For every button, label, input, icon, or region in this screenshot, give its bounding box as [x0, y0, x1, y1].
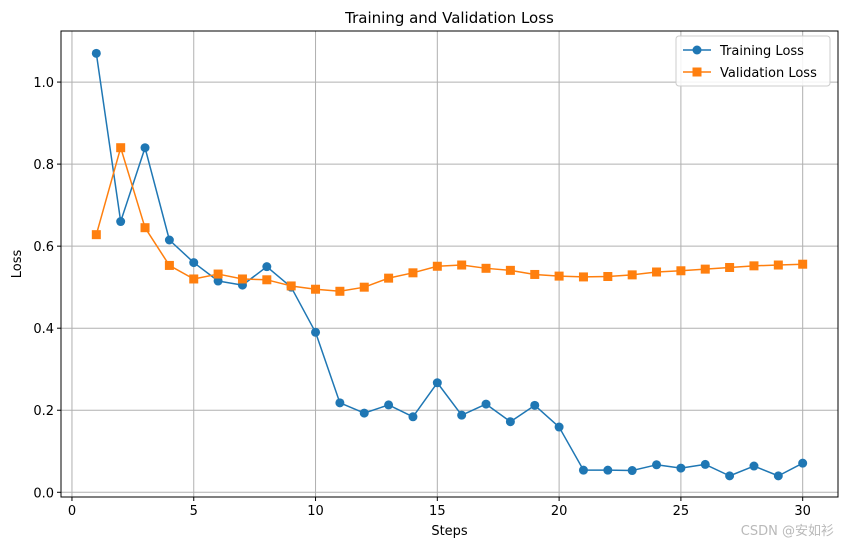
- validation-loss-point: [627, 270, 637, 280]
- legend-marker-square: [692, 67, 702, 77]
- validation-loss-point: [481, 263, 491, 273]
- training-loss-point: [627, 466, 637, 476]
- legend: Training Loss Validation Loss: [675, 35, 831, 87]
- training-loss-point: [140, 143, 150, 153]
- x-tick-label: 30: [794, 504, 811, 519]
- x-tick-label: 10: [307, 504, 324, 519]
- training-loss-point: [213, 276, 223, 286]
- training-loss-point: [335, 398, 345, 408]
- validation-loss-point: [262, 275, 272, 285]
- legend-marker-circle: [692, 45, 702, 55]
- training-loss-point: [578, 465, 588, 475]
- y-tick-label: 0.2: [33, 404, 54, 419]
- series-lines: [95, 53, 804, 477]
- validation-loss-point: [335, 286, 345, 296]
- series-line-training: [95, 53, 804, 477]
- validation-loss-point: [505, 265, 515, 275]
- legend-entry-training: Training Loss: [683, 44, 804, 59]
- validation-loss-point: [384, 273, 394, 283]
- training-loss-point: [116, 217, 126, 227]
- series-markers: [91, 48, 808, 481]
- y-tick-label: 0.8: [33, 158, 54, 173]
- x-axis-label: Steps: [431, 524, 468, 539]
- watermark: CSDN @安如衫: [740, 524, 834, 539]
- validation-loss-point: [773, 260, 783, 270]
- training-loss-point: [676, 463, 686, 473]
- training-loss-point: [384, 400, 394, 410]
- x-tick-label: 15: [429, 504, 446, 519]
- validation-loss-point: [554, 271, 564, 281]
- grid-lines: [61, 31, 838, 497]
- validation-loss-point: [91, 230, 101, 240]
- training-loss-point: [432, 378, 442, 388]
- training-loss-point: [189, 258, 199, 268]
- legend-label-validation: Validation Loss: [720, 66, 817, 81]
- chart-title: Training and Validation Loss: [344, 9, 554, 27]
- plot-frame: [60, 30, 839, 498]
- validation-loss-point: [286, 281, 296, 291]
- x-tick-label: 5: [190, 504, 198, 519]
- training-loss-point: [554, 422, 564, 432]
- training-loss-point: [164, 235, 174, 245]
- validation-loss-point: [408, 268, 418, 278]
- y-tick-label: 0.0: [33, 486, 54, 501]
- training-loss-point: [798, 458, 808, 468]
- legend-entry-validation: Validation Loss: [683, 66, 817, 81]
- training-loss-point: [725, 471, 735, 481]
- validation-loss-point: [189, 274, 199, 284]
- validation-loss-point: [798, 259, 808, 269]
- training-loss-point: [457, 410, 467, 420]
- x-tick-label: 0: [68, 504, 76, 519]
- training-loss-point: [749, 461, 759, 471]
- validation-loss-point: [432, 261, 442, 271]
- validation-loss-point: [749, 261, 759, 271]
- training-loss-point: [773, 471, 783, 481]
- y-tick-label: 0.6: [33, 240, 54, 255]
- validation-loss-point: [164, 260, 174, 270]
- validation-loss-point: [652, 267, 662, 277]
- training-loss-point: [359, 408, 369, 418]
- validation-loss-point: [359, 282, 369, 292]
- validation-loss-point: [237, 274, 247, 284]
- y-axis-ticks: 0.0 0.2 0.4 0.6 0.8 1.0: [33, 76, 61, 501]
- x-axis-ticks: 0 5 10 15 20 25 30: [68, 497, 811, 519]
- validation-loss-point: [725, 262, 735, 272]
- training-loss-point: [530, 400, 540, 410]
- validation-loss-point: [700, 264, 710, 274]
- training-loss-point: [262, 262, 272, 272]
- training-loss-point: [311, 327, 321, 337]
- validation-loss-point: [676, 266, 686, 276]
- training-loss-point: [91, 48, 101, 58]
- training-loss-point: [652, 460, 662, 470]
- y-axis-label: Loss: [10, 250, 25, 279]
- x-tick-label: 25: [673, 504, 690, 519]
- validation-loss-point: [311, 284, 321, 294]
- legend-box: [675, 35, 831, 87]
- validation-loss-point: [116, 143, 126, 153]
- validation-loss-point: [603, 272, 613, 282]
- y-tick-label: 0.4: [33, 322, 54, 337]
- validation-loss-point: [530, 269, 540, 279]
- y-tick-label: 1.0: [33, 76, 54, 91]
- validation-loss-point: [578, 272, 588, 282]
- training-loss-point: [700, 459, 710, 469]
- validation-loss-point: [140, 223, 150, 233]
- validation-loss-point: [213, 269, 223, 279]
- training-loss-point: [603, 465, 613, 475]
- training-loss-point: [505, 417, 515, 427]
- training-loss-point: [481, 399, 491, 409]
- x-tick-label: 20: [551, 504, 568, 519]
- training-loss-point: [408, 412, 418, 422]
- legend-label-training: Training Loss: [719, 44, 804, 59]
- validation-loss-point: [457, 260, 467, 270]
